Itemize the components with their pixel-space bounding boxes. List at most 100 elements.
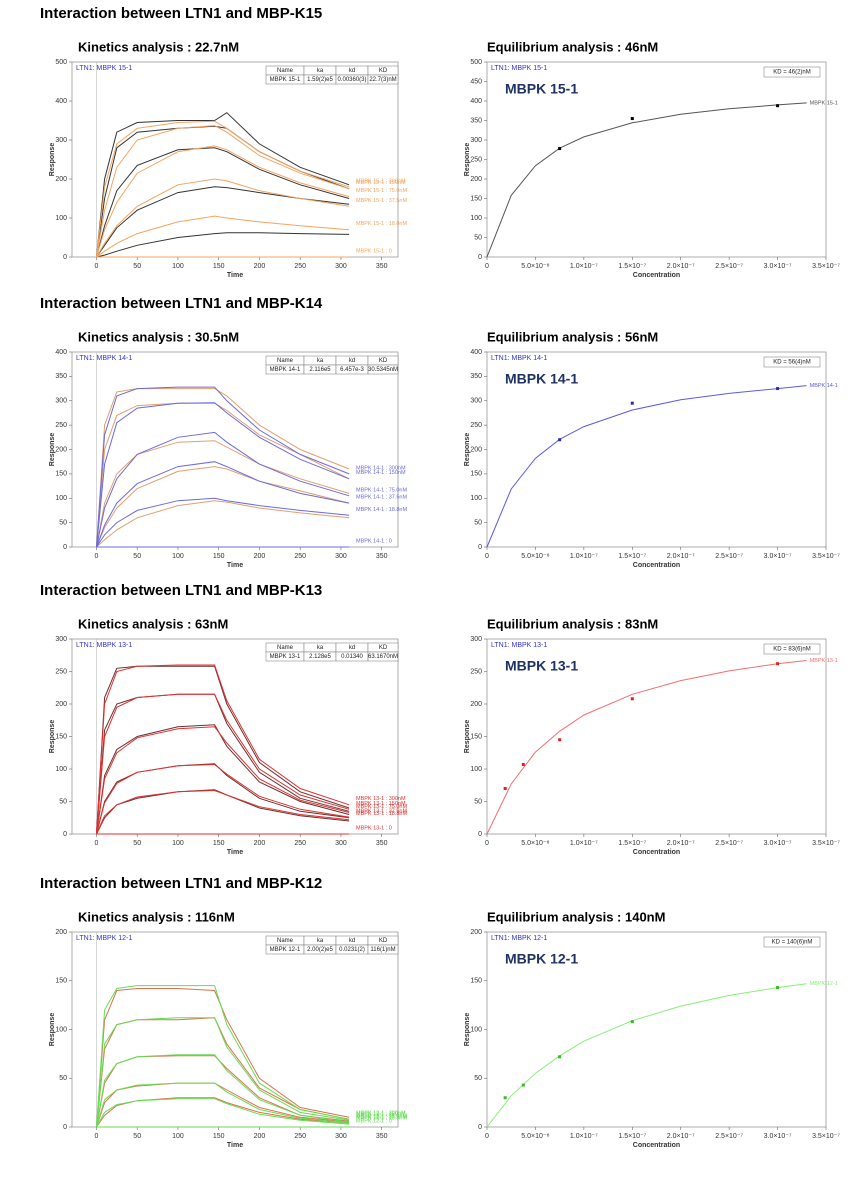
x-axis-label: Concentration — [633, 272, 680, 279]
x-tick-label: 250 — [294, 553, 306, 560]
sensorgram — [96, 726, 350, 835]
x-axis-label: Time — [227, 1142, 243, 1149]
table-header: kd — [349, 938, 355, 944]
x-tick-label: 1.0×10⁻⁷ — [570, 263, 598, 270]
y-tick-label: 200 — [470, 929, 482, 936]
x-tick-label: 0 — [485, 1133, 489, 1140]
y-tick-label: 50 — [59, 519, 67, 526]
x-tick-label: 2.5×10⁻⁷ — [715, 553, 743, 560]
sensorgram — [96, 1082, 350, 1128]
table-value: MBPK 13-1 — [270, 654, 301, 660]
sensorgram — [96, 461, 350, 548]
sensorgram — [96, 1017, 350, 1128]
y-tick-label: 50 — [59, 1075, 67, 1082]
series-label: MBPK 13-1 : 300nM — [356, 796, 406, 802]
x-tick-label: 150 — [213, 553, 225, 560]
y-tick-label: 50 — [474, 798, 482, 805]
data-point — [630, 697, 634, 701]
y-axis-label: Response — [464, 143, 471, 177]
table-value: MBPK 15-1 — [270, 77, 301, 83]
kd-box — [763, 936, 821, 948]
fit-curve — [486, 385, 807, 548]
y-tick-label: 350 — [470, 373, 482, 380]
y-tick-label: 150 — [470, 978, 482, 985]
x-tick-label: 1.5×10⁻⁷ — [618, 553, 646, 560]
x-tick-label: 250 — [294, 263, 306, 270]
series-label: MBPK 12-1 : 300nM — [356, 1111, 406, 1117]
x-tick-label: 100 — [172, 1133, 184, 1140]
y-tick-label: 250 — [55, 668, 67, 675]
y-tick-label: 100 — [55, 766, 67, 773]
kd-label: KD = 83(6)nM — [773, 647, 811, 653]
y-tick-label: 0 — [478, 544, 482, 551]
sensorgram — [96, 215, 350, 258]
x-tick-label: 350 — [376, 840, 388, 847]
x-axis-label: Time — [227, 272, 243, 279]
x-tick-label: 150 — [213, 263, 225, 270]
y-tick-label: 450 — [470, 78, 482, 85]
table-header: KD — [379, 938, 388, 944]
plot-frame — [71, 931, 399, 1128]
x-tick-label: 300 — [335, 553, 347, 560]
chart-title: Equilibrium analysis : 46nM — [487, 39, 658, 54]
sensorgram — [96, 665, 350, 835]
chart-title: Kinetics analysis : 30.5nM — [78, 329, 239, 344]
series-label: MBPK 15-1 : 300nM — [356, 178, 406, 184]
table-header: ka — [317, 68, 324, 74]
y-tick-label: 100 — [470, 495, 482, 502]
y-tick-label: 50 — [474, 234, 482, 241]
series-label: MBPK 12-1 — [810, 981, 838, 987]
x-tick-label: 100 — [172, 553, 184, 560]
y-tick-label: 0 — [63, 831, 67, 838]
y-tick-label: 0 — [478, 254, 482, 261]
x-tick-label: 5.0×10⁻⁸ — [521, 553, 549, 560]
sensorgram — [96, 1055, 350, 1128]
x-tick-label: 150 — [213, 840, 225, 847]
x-tick-label: 250 — [294, 840, 306, 847]
y-axis-label: Response — [49, 720, 56, 754]
table-header: ka — [317, 938, 324, 944]
sensorgram — [96, 664, 350, 835]
series-label: MBPK 12-1 : 150nM — [356, 1112, 406, 1118]
y-tick-label: 150 — [55, 471, 67, 478]
panel-heading: MBPK 12-1 — [505, 951, 578, 967]
y-tick-label: 100 — [55, 495, 67, 502]
sensorgram — [96, 985, 350, 1128]
sensorgram — [96, 724, 350, 835]
x-tick-label: 2.0×10⁻⁷ — [667, 840, 695, 847]
x-tick-label: 0 — [485, 553, 489, 560]
x-tick-label: 2.5×10⁻⁷ — [715, 1133, 743, 1140]
y-tick-label: 150 — [470, 471, 482, 478]
series-label: MBPK 15-1 : 0 — [356, 248, 392, 254]
table-header: kd — [349, 645, 355, 651]
y-tick-label: 50 — [474, 519, 482, 526]
y-tick-label: 150 — [470, 195, 482, 202]
data-point — [558, 147, 562, 151]
y-tick-label: 150 — [55, 733, 67, 740]
chart-title: Kinetics analysis : 116nM — [78, 909, 235, 924]
x-tick-label: 200 — [254, 263, 266, 270]
data-point — [558, 1055, 562, 1059]
y-tick-label: 200 — [470, 176, 482, 183]
series-label: MBPK 12-1 : 18.8nM — [356, 1116, 407, 1122]
table-header: ka — [317, 645, 324, 651]
y-tick-label: 500 — [470, 59, 482, 66]
table-header: ka — [317, 358, 324, 364]
table-value: 0.0231(2) — [339, 947, 365, 953]
x-tick-label: 0 — [94, 840, 98, 847]
series-label: MBPK 14-1 : 0 — [356, 538, 392, 544]
y-axis-label: Response — [464, 1013, 471, 1047]
table-cell — [367, 944, 399, 955]
table-header: Name — [277, 645, 294, 651]
data-point — [558, 438, 562, 442]
series-label: MBPK 15-1 : 37.5nM — [356, 198, 407, 204]
y-tick-label: 200 — [55, 701, 67, 708]
series-label: MBPK 14-1 — [810, 383, 838, 389]
table-header: KD — [379, 358, 388, 364]
x-tick-label: 1.0×10⁻⁷ — [570, 1133, 598, 1140]
sensorgram — [96, 497, 350, 548]
y-tick-label: 100 — [55, 215, 67, 222]
kd-label: KD = 46(2)nM — [773, 70, 811, 76]
chart-title: Equilibrium analysis : 140nM — [487, 909, 665, 924]
